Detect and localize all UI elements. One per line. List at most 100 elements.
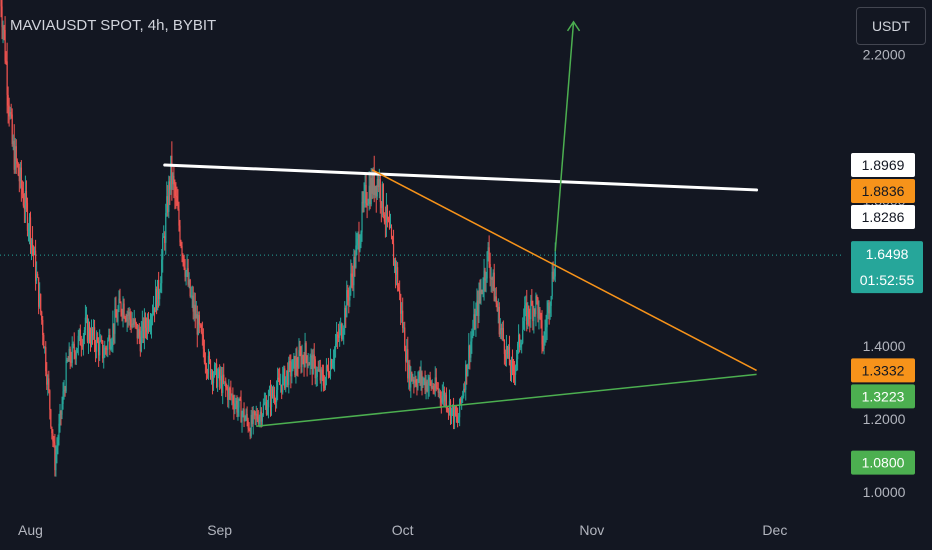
candle-body: [98, 342, 100, 356]
candle-body: [292, 359, 294, 371]
candle-body: [81, 345, 83, 347]
candle-body: [448, 400, 451, 410]
candle-body: [120, 303, 122, 313]
candle-body: [245, 413, 247, 419]
candle-body: [313, 354, 315, 360]
x-axis: Aug Sep Oct Nov Dec: [18, 522, 787, 538]
candle-body: [188, 279, 190, 285]
candle-body: [28, 217, 31, 230]
candle-body: [553, 276, 555, 279]
candle-body: [55, 454, 57, 471]
candle-body: [209, 360, 212, 378]
candle-body: [489, 264, 491, 279]
candle-body: [69, 348, 71, 361]
candle-body: [122, 303, 124, 315]
descending-trendline[interactable]: [371, 169, 757, 372]
candle-body: [286, 370, 288, 377]
candle-body: [514, 365, 517, 375]
candle-body: [0, 0, 2, 7]
candle-body: [178, 208, 180, 226]
candle-body: [170, 155, 172, 190]
candle-body: [70, 360, 72, 363]
candle-body: [58, 423, 60, 440]
candle-body: [91, 328, 94, 336]
candle-body: [310, 355, 312, 358]
candle-body: [389, 227, 392, 229]
candle-body: [193, 304, 195, 312]
candle-body: [490, 277, 492, 279]
svg-text:1.0800: 1.0800: [862, 455, 905, 471]
candle-body: [358, 234, 360, 251]
candle-body: [409, 364, 411, 388]
candle-body: [84, 317, 87, 331]
candle-body: [252, 411, 254, 424]
candle-body: [179, 225, 181, 243]
candle-body: [20, 167, 22, 188]
candle-body: [281, 384, 283, 393]
candle-body: [269, 390, 272, 407]
candle-body: [458, 417, 460, 423]
candle-body: [2, 26, 4, 28]
candle-body: [158, 280, 160, 300]
svg-text:1.3223: 1.3223: [862, 388, 905, 404]
candle-body: [219, 369, 221, 381]
candle-body: [53, 441, 55, 444]
candle-body: [65, 360, 67, 392]
candle-body: [36, 274, 38, 281]
candle-body: [72, 343, 74, 345]
candle-body: [114, 308, 116, 334]
candle-body: [42, 319, 44, 335]
candle-body: [83, 330, 86, 336]
currency-button[interactable]: USDT: [856, 7, 926, 45]
candle-body: [356, 238, 358, 246]
candle-body: [279, 379, 281, 385]
candle-body: [428, 377, 430, 386]
candle-body: [21, 187, 23, 194]
candle-body: [227, 388, 229, 400]
candle-body: [190, 295, 192, 297]
candle-body: [126, 314, 128, 322]
candle-body: [229, 388, 231, 390]
candle-body: [554, 251, 556, 277]
candle-body: [230, 389, 232, 396]
svg-text:1.8969: 1.8969: [862, 157, 905, 173]
support-trendline[interactable]: [256, 373, 757, 427]
candle-body: [177, 205, 179, 209]
candle-body: [442, 390, 444, 396]
price-label: 1.8286: [851, 205, 915, 230]
candle-body: [283, 368, 285, 375]
candle-body: [218, 369, 220, 377]
candle-body: [432, 386, 434, 391]
svg-text:1.3332: 1.3332: [862, 362, 905, 378]
candle-body: [486, 251, 488, 279]
candle-body: [228, 388, 230, 400]
candle-body: [116, 317, 118, 322]
candle-body: [328, 375, 331, 377]
candle-body: [487, 247, 489, 252]
candle-body: [198, 315, 200, 325]
candle-body: [125, 318, 127, 322]
candle-body: [364, 184, 366, 192]
candle-body: [354, 257, 356, 268]
candle-body: [135, 322, 137, 324]
candle-body: [353, 257, 355, 286]
candle-body: [68, 348, 70, 362]
projection-arrow[interactable]: [554, 20, 581, 252]
candle-body: [472, 330, 474, 337]
candle-body: [189, 279, 191, 296]
candle-body: [94, 344, 97, 352]
candle-body: [348, 297, 350, 301]
candle-body: [92, 327, 95, 336]
candle-body: [7, 94, 9, 106]
candle-body: [377, 179, 379, 188]
candle-body: [314, 359, 316, 379]
candle-body: [86, 317, 89, 342]
candle-body: [234, 404, 236, 410]
candle-body: [462, 395, 464, 398]
candle-body: [187, 268, 189, 285]
resistance-trendline[interactable]: [163, 163, 759, 192]
candle-body: [12, 140, 14, 145]
candle-body: [411, 372, 413, 382]
candle-body: [5, 60, 7, 62]
